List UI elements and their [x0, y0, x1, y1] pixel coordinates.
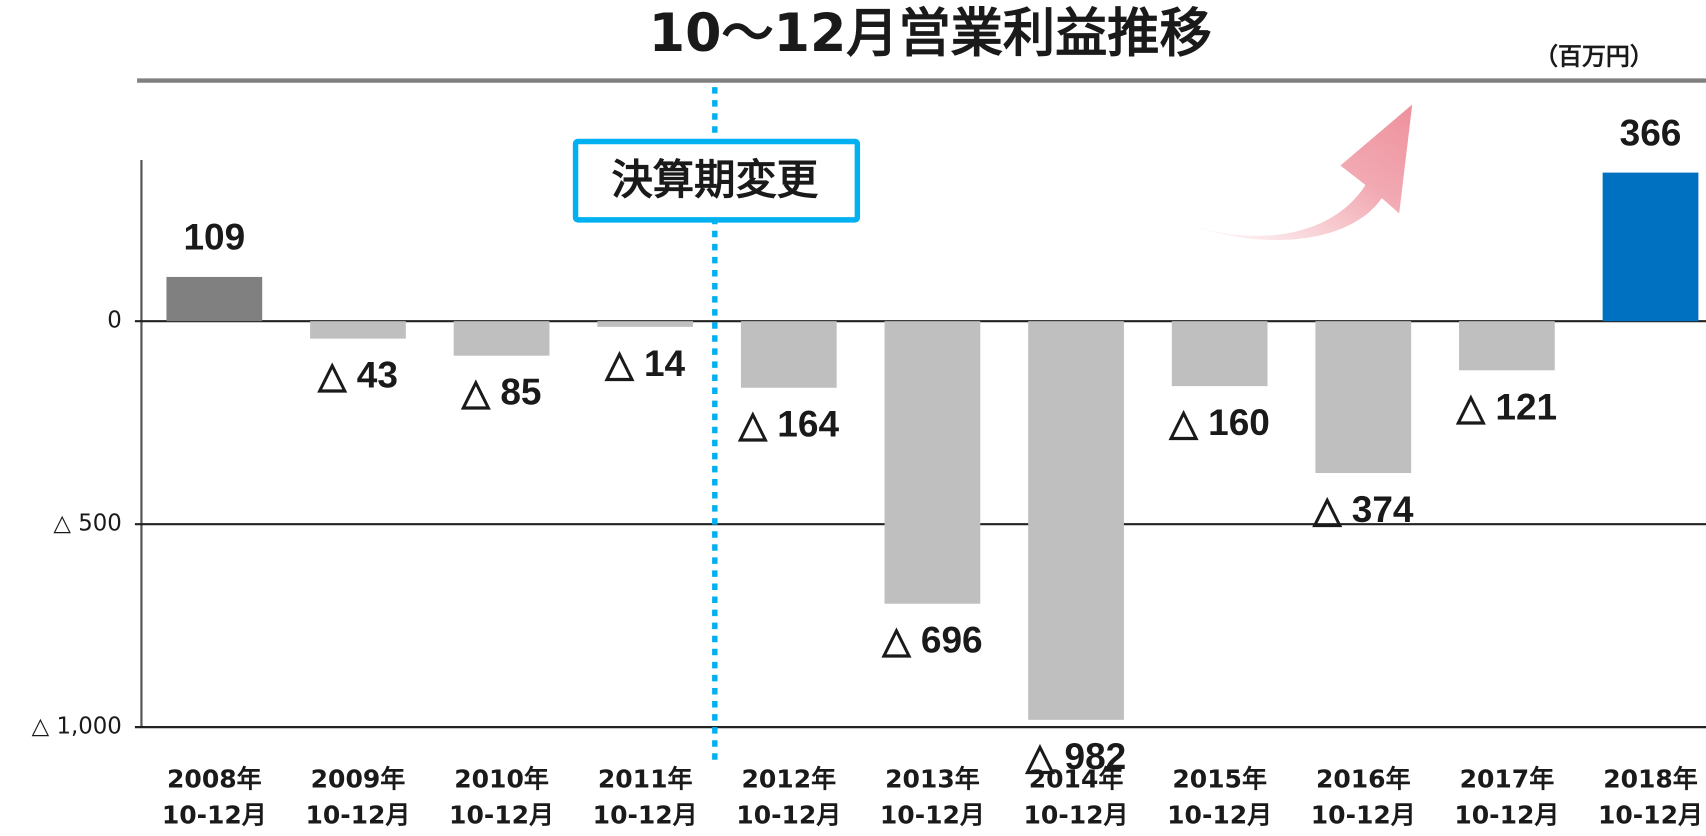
- annotation-box: [572, 138, 861, 223]
- bar: [1459, 321, 1555, 371]
- bar: [1602, 172, 1699, 322]
- value-label: △ 982: [1025, 736, 1126, 777]
- x-tick-label: 2016年 10-12月: [1311, 764, 1416, 829]
- bar: [1315, 321, 1412, 474]
- value-label: △ 696: [881, 620, 982, 661]
- x-tick-label: 2008年 10-12月: [162, 764, 267, 829]
- bar: [453, 321, 550, 356]
- x-tick-label: 2010年 10-12月: [449, 764, 554, 829]
- chart-title: 10～12月営業利益推移: [649, 4, 1212, 64]
- x-tick-label: 2018年 10-12月: [1598, 764, 1703, 829]
- y-tick-label: 0: [107, 308, 122, 334]
- bar: [1171, 321, 1268, 387]
- value-label: △ 85: [461, 372, 542, 413]
- trend-arrow: [1191, 104, 1413, 241]
- value-label: 366: [1620, 112, 1682, 153]
- value-label: △ 121: [1456, 386, 1557, 427]
- x-tick-label: 2011年 10-12月: [593, 764, 698, 829]
- bar: [1028, 321, 1124, 720]
- bar: [740, 321, 837, 388]
- x-tick-label: 2013年 10-12月: [880, 764, 985, 829]
- x-tick-label: 2015年 10-12月: [1167, 764, 1272, 829]
- x-tick-label: 2009年 10-12月: [305, 764, 410, 829]
- value-label: 109: [183, 217, 245, 258]
- unit-label: （百万円）: [1534, 43, 1654, 71]
- bar: [166, 276, 263, 322]
- annotation: 決算期変更: [611, 156, 818, 204]
- value-label: △ 14: [604, 343, 685, 384]
- value-label: △ 160: [1168, 402, 1269, 443]
- x-tick-label: 2017年 10-12月: [1454, 764, 1559, 829]
- x-tick-label: 2014年 10-12月: [1024, 764, 1129, 829]
- bar: [884, 321, 981, 604]
- value-label: △ 164: [738, 404, 840, 445]
- bar: [310, 321, 406, 339]
- y-tick-label: △ 500: [53, 511, 121, 537]
- y-tick-label: △ 1,000: [32, 714, 122, 740]
- value-label: △ 43: [317, 355, 398, 396]
- value-label: △ 374: [1312, 489, 1414, 530]
- x-tick-label: 2012年 10-12月: [736, 764, 841, 829]
- bar: [597, 321, 694, 327]
